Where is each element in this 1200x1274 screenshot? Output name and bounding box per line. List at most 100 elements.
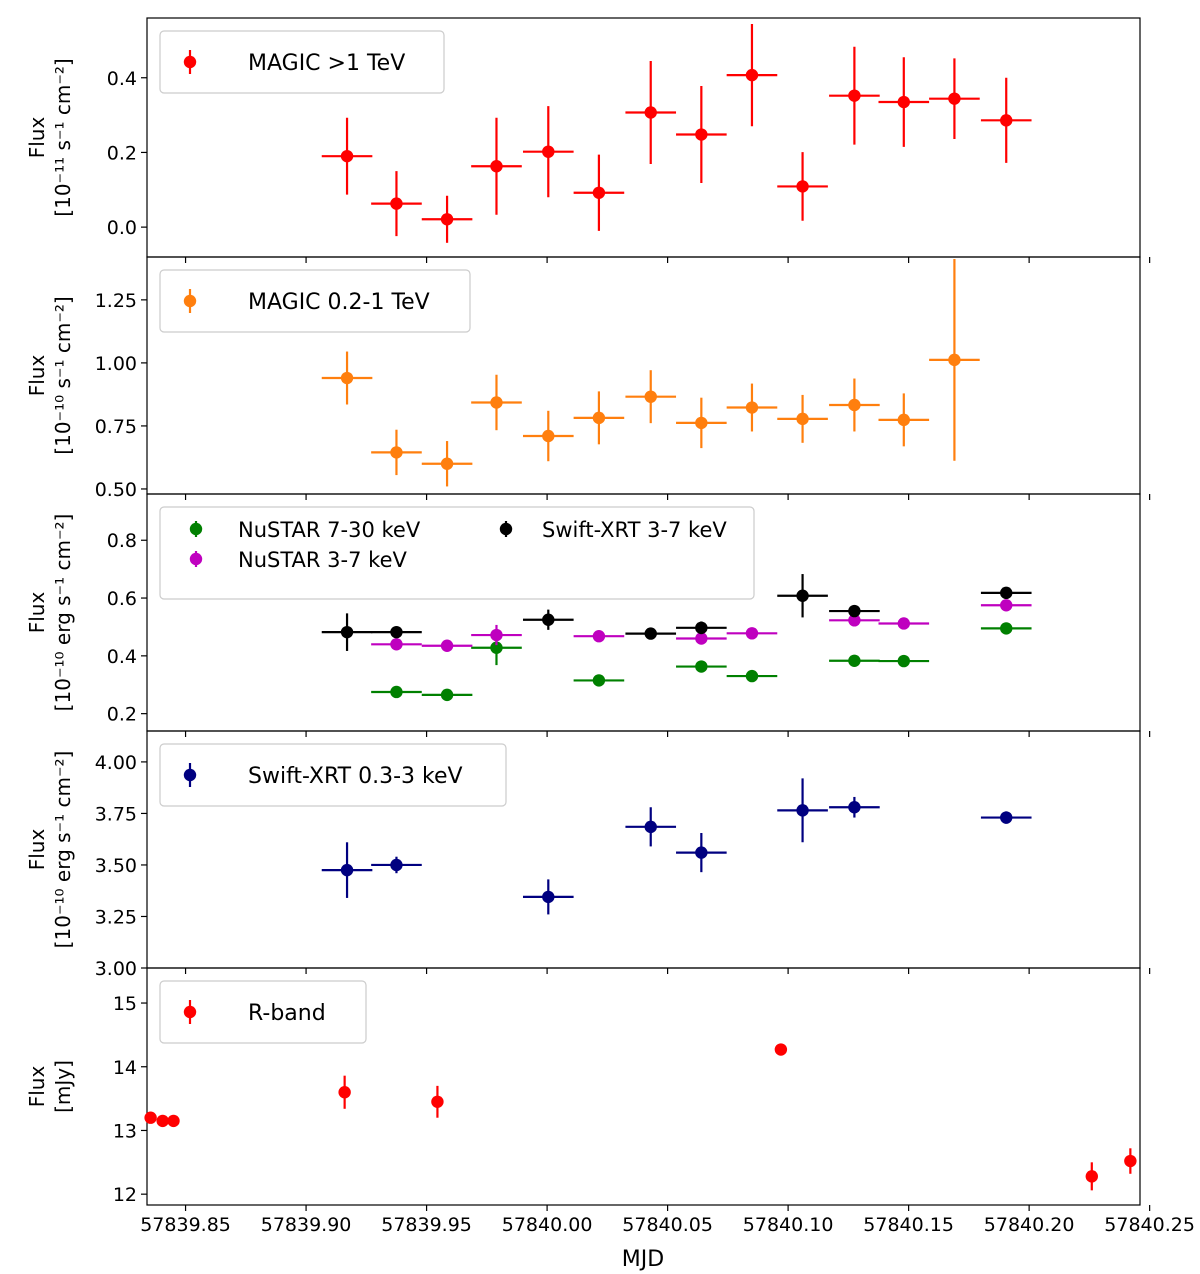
data-point bbox=[829, 614, 880, 627]
data-point bbox=[829, 654, 880, 667]
data-marker bbox=[542, 145, 555, 158]
data-point bbox=[471, 624, 522, 646]
data-marker bbox=[390, 858, 403, 872]
data-marker bbox=[340, 625, 354, 639]
legend-marker bbox=[183, 768, 197, 782]
legend-marker bbox=[183, 1005, 197, 1019]
data-marker bbox=[695, 416, 708, 430]
series-swift-xrt-3-7-kev bbox=[321, 574, 1032, 651]
legend-entry: MAGIC 0.2-1 TeV bbox=[183, 289, 430, 315]
series-nustar-7-30-kev bbox=[371, 622, 1032, 702]
y-axis-label-line1: Flux bbox=[25, 592, 49, 634]
x-axis: 57839.85 57839.90 57839.95 57840.00 57840.05… bbox=[140, 1214, 1195, 1236]
y-axis-label-line1: Flux bbox=[25, 117, 49, 159]
data-marker bbox=[897, 654, 911, 668]
legend-frame bbox=[159, 269, 471, 333]
y-tick-label: 3.50 bbox=[95, 855, 137, 877]
data-point bbox=[522, 410, 574, 462]
data-point bbox=[878, 654, 930, 668]
data-point bbox=[573, 391, 625, 445]
data-marker bbox=[542, 890, 555, 904]
data-marker bbox=[644, 820, 657, 834]
data-marker bbox=[390, 197, 403, 210]
data-marker bbox=[144, 1111, 157, 1124]
data-point bbox=[676, 660, 727, 673]
legend-entry: Swift-XRT 0.3-3 keV bbox=[183, 763, 463, 789]
data-point bbox=[371, 685, 422, 699]
data-point bbox=[980, 599, 1032, 612]
y-tick-label: 3.00 bbox=[95, 958, 137, 980]
data-point bbox=[980, 811, 1032, 824]
y-tick-label: 0.4 bbox=[107, 68, 137, 90]
data-marker bbox=[1000, 114, 1013, 127]
x-tick-label: 57840.00 bbox=[502, 1214, 593, 1236]
panel-2: 0.50 0.75 1.00 1.25 Flux [10⁻¹⁰ s⁻¹ cm⁻²] MAGI… bbox=[25, 256, 1151, 501]
y-axis-label-line1: Flux bbox=[25, 1066, 49, 1108]
data-point bbox=[371, 625, 422, 639]
data-point bbox=[980, 622, 1032, 635]
legend-frame bbox=[159, 506, 755, 600]
data-point bbox=[573, 630, 625, 643]
data-marker bbox=[490, 628, 503, 642]
data-marker bbox=[1000, 599, 1013, 612]
data-marker bbox=[848, 89, 861, 102]
data-marker bbox=[340, 863, 354, 877]
legend: R-band bbox=[159, 980, 367, 1044]
data-point bbox=[321, 117, 373, 195]
data-marker bbox=[644, 390, 657, 403]
y-tick-label: 0.0 bbox=[107, 217, 137, 239]
data-point bbox=[676, 833, 727, 873]
y-tick-label: 3.25 bbox=[95, 906, 137, 928]
legend-marker bbox=[183, 55, 197, 69]
data-point bbox=[522, 879, 574, 915]
series-r-band bbox=[144, 1043, 1137, 1191]
panel-5: 12 13 14 15 Flux [mJy] R-band bbox=[25, 967, 1151, 1211]
data-point bbox=[777, 778, 828, 843]
y-tick-label: 0.75 bbox=[95, 416, 137, 438]
y-axis-label-line2: [10⁻¹⁰ erg s⁻¹ cm⁻²] bbox=[51, 751, 75, 949]
x-tick-label: 57840.15 bbox=[863, 1214, 954, 1236]
data-marker bbox=[490, 641, 503, 654]
x-tick-label: 57840.20 bbox=[984, 1214, 1075, 1236]
data-marker bbox=[745, 401, 759, 414]
data-point bbox=[431, 1085, 444, 1118]
data-point bbox=[829, 46, 880, 145]
data-marker bbox=[848, 604, 861, 618]
data-point bbox=[625, 807, 677, 847]
legend-marker bbox=[189, 522, 203, 536]
data-marker bbox=[695, 128, 708, 141]
data-marker bbox=[1000, 622, 1013, 635]
data-marker bbox=[542, 613, 555, 626]
data-marker bbox=[1124, 1154, 1137, 1168]
data-point bbox=[676, 632, 727, 645]
y-tick-label: 15 bbox=[113, 993, 137, 1015]
y-tick-label: 0.4 bbox=[107, 646, 137, 668]
data-point bbox=[573, 154, 625, 231]
data-marker bbox=[745, 68, 759, 82]
data-marker bbox=[431, 1095, 444, 1108]
legend-label: MAGIC 0.2-1 TeV bbox=[248, 290, 430, 315]
legend: NuSTAR 7-30 keV NuSTAR 3-7 keV Swift-XRT 3… bbox=[159, 506, 755, 600]
y-tick-label: 0.6 bbox=[107, 588, 137, 610]
data-marker bbox=[390, 638, 403, 651]
data-point bbox=[471, 117, 522, 215]
data-point bbox=[829, 796, 880, 818]
data-marker bbox=[848, 801, 861, 814]
series-magic-0-2-1-tev bbox=[321, 259, 980, 487]
y-tick-label: 1.25 bbox=[95, 290, 137, 312]
data-marker bbox=[644, 106, 657, 119]
data-point bbox=[371, 429, 422, 476]
data-point bbox=[726, 627, 778, 640]
y-tick-label: 0.2 bbox=[107, 704, 137, 726]
legend-entry: NuSTAR 7-30 keV bbox=[189, 518, 421, 542]
x-tick-label: 57840.05 bbox=[622, 1214, 713, 1236]
data-marker bbox=[440, 213, 454, 226]
data-marker bbox=[695, 621, 708, 635]
legend-label: MAGIC >1 TeV bbox=[248, 51, 405, 76]
data-marker bbox=[490, 160, 503, 173]
data-marker bbox=[340, 149, 354, 163]
data-point bbox=[829, 604, 880, 618]
data-point bbox=[676, 621, 727, 635]
data-marker bbox=[848, 398, 861, 412]
data-marker bbox=[542, 429, 555, 443]
